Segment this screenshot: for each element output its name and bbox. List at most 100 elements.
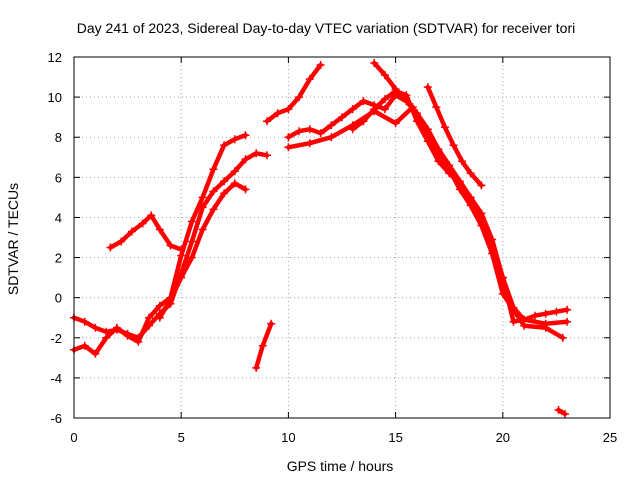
data-point xyxy=(477,209,486,218)
data-point xyxy=(359,117,368,126)
data-point xyxy=(284,105,293,114)
data-point xyxy=(391,119,400,128)
data-point xyxy=(91,323,100,332)
data-point xyxy=(558,333,567,342)
x-tick-label: 20 xyxy=(496,430,510,445)
data-point xyxy=(166,241,175,250)
y-tick-label: -6 xyxy=(50,411,62,426)
series-trace-11 xyxy=(423,83,486,190)
axes: 0 5 10 15 20 25 -6 -4 -2 0 2 4 6 8 10 12 xyxy=(48,50,618,445)
series-trace-12 xyxy=(554,406,569,418)
data-point xyxy=(370,59,379,67)
data-point xyxy=(563,317,572,326)
data-point xyxy=(187,237,196,246)
data-point xyxy=(509,305,518,314)
data-point xyxy=(477,221,486,230)
data-point xyxy=(198,193,207,202)
data-point xyxy=(91,349,100,358)
data-point xyxy=(348,105,357,114)
data-point xyxy=(155,313,164,322)
data-point xyxy=(241,185,250,194)
x-tick-label: 25 xyxy=(603,430,617,445)
data-point xyxy=(252,149,261,158)
data-point xyxy=(252,363,261,372)
data-point xyxy=(327,121,336,130)
data-point xyxy=(305,139,314,148)
data-point xyxy=(230,135,239,144)
data-point xyxy=(258,341,267,350)
data-point xyxy=(449,141,458,150)
data-point xyxy=(305,75,314,84)
data-point xyxy=(147,211,156,220)
data-point xyxy=(520,321,529,330)
y-tick-label: 10 xyxy=(48,90,62,105)
data-point xyxy=(241,131,250,140)
series-line xyxy=(264,62,323,124)
data-point xyxy=(380,95,389,104)
data-point xyxy=(187,253,196,262)
data-point xyxy=(370,105,379,114)
data-point xyxy=(267,319,276,328)
data-point xyxy=(509,317,518,326)
data-point xyxy=(230,167,239,176)
data-point xyxy=(138,219,147,228)
data-point xyxy=(209,187,218,196)
y-tick-label: 12 xyxy=(48,50,62,65)
data-point xyxy=(554,406,563,414)
data-point xyxy=(498,289,507,298)
series-line xyxy=(371,60,566,341)
y-tick-label: 0 xyxy=(55,291,62,306)
series-trace-6 xyxy=(263,61,325,126)
x-tick-label: 0 xyxy=(70,430,77,445)
data-point xyxy=(209,165,218,174)
data-point xyxy=(359,97,368,106)
plot-frame xyxy=(73,56,611,419)
data-point xyxy=(230,179,239,188)
data-point xyxy=(488,235,497,244)
data-point xyxy=(488,249,497,258)
y-tick-label: 2 xyxy=(55,251,62,266)
data-point xyxy=(466,169,475,178)
data-point xyxy=(263,117,271,126)
data-point xyxy=(440,123,449,132)
data-point xyxy=(284,143,293,152)
data-point xyxy=(127,227,136,236)
data-point xyxy=(220,189,229,198)
data-point xyxy=(209,205,218,214)
data-point xyxy=(327,133,336,142)
data-point xyxy=(466,201,475,210)
y-tick-label: 6 xyxy=(55,170,62,185)
data-point xyxy=(117,237,126,246)
data-point xyxy=(155,225,164,234)
data-point xyxy=(112,323,121,332)
data-point xyxy=(561,410,569,418)
data-point xyxy=(198,225,207,234)
y-tick-label: -4 xyxy=(50,371,62,386)
y-tick-label: 4 xyxy=(55,210,62,225)
series-trace-10 xyxy=(370,59,567,342)
data-point xyxy=(391,85,400,94)
data-point xyxy=(380,71,389,79)
data-point xyxy=(106,243,115,252)
data-point xyxy=(102,333,111,342)
x-tick-label: 5 xyxy=(178,430,185,445)
data-point xyxy=(166,295,175,304)
series-trace-3 xyxy=(106,211,186,254)
series-trace-9 xyxy=(348,87,572,324)
data-point xyxy=(348,125,357,134)
data-point xyxy=(541,309,550,318)
data-traces xyxy=(70,59,572,418)
data-point xyxy=(455,185,464,194)
data-point xyxy=(434,149,443,158)
x-tick-label: 10 xyxy=(281,430,295,445)
data-point xyxy=(563,305,572,314)
data-point xyxy=(220,177,229,186)
series-line xyxy=(350,88,570,322)
data-point xyxy=(458,157,467,166)
data-point xyxy=(177,245,186,254)
series-trace-4 xyxy=(155,179,250,322)
data-point xyxy=(445,165,454,174)
data-point xyxy=(273,109,282,118)
data-point xyxy=(380,105,389,114)
